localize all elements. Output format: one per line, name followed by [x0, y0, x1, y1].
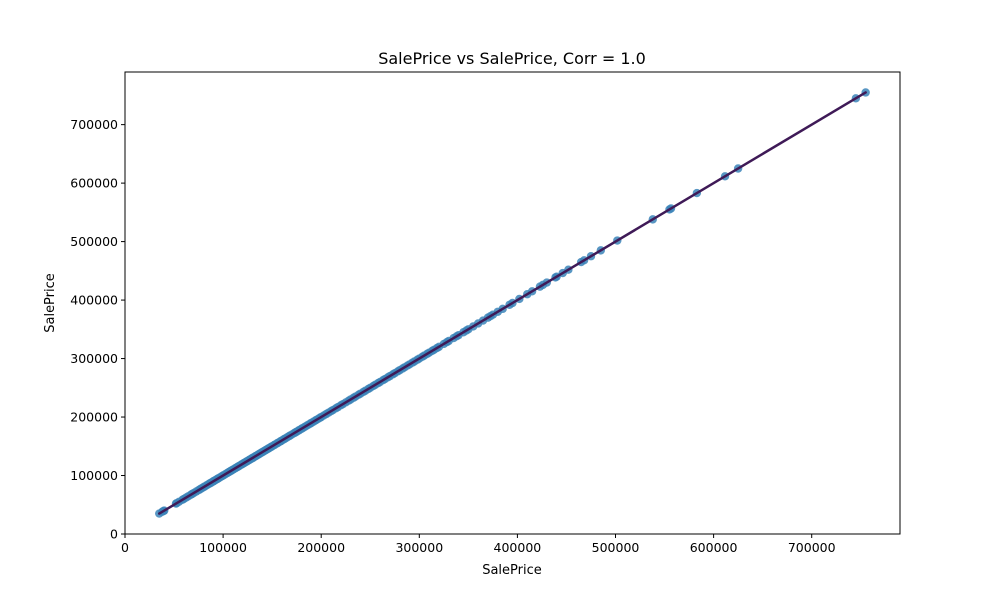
- x-tick-label: 500000: [592, 540, 640, 555]
- x-tick-label: 400000: [494, 540, 542, 555]
- x-tick-label: 200000: [297, 540, 345, 555]
- x-tick-label: 0: [121, 540, 129, 555]
- y-tick-label: 300000: [70, 351, 118, 366]
- fit-line: [157, 91, 867, 515]
- y-tick-label: 100000: [70, 468, 118, 483]
- y-tick-label: 200000: [70, 410, 118, 425]
- y-axis-ticks: 0 100000 200000 300000 400000 500000 600000 700…: [70, 117, 125, 542]
- y-tick-label: 700000: [70, 117, 118, 132]
- x-tick-label: 300000: [395, 540, 443, 555]
- y-tick-label: 0: [110, 527, 118, 542]
- x-tick-label: 600000: [690, 540, 738, 555]
- y-axis-label: SalePrice: [43, 273, 58, 333]
- plot-frame: [124, 71, 901, 535]
- chart-title: SalePrice vs SalePrice, Corr = 1.0: [378, 49, 646, 68]
- fit-line-layer: [157, 91, 867, 515]
- x-axis-label: SalePrice: [482, 563, 542, 578]
- x-axis-ticks: 0 100000 200000 300000 400000 500000 600000 700…: [121, 534, 836, 555]
- x-tick-label: 700000: [788, 540, 836, 555]
- y-tick-label: 400000: [70, 293, 118, 308]
- y-tick-label: 600000: [70, 176, 118, 191]
- x-tick-label: 100000: [199, 540, 247, 555]
- y-tick-label: 500000: [70, 234, 118, 249]
